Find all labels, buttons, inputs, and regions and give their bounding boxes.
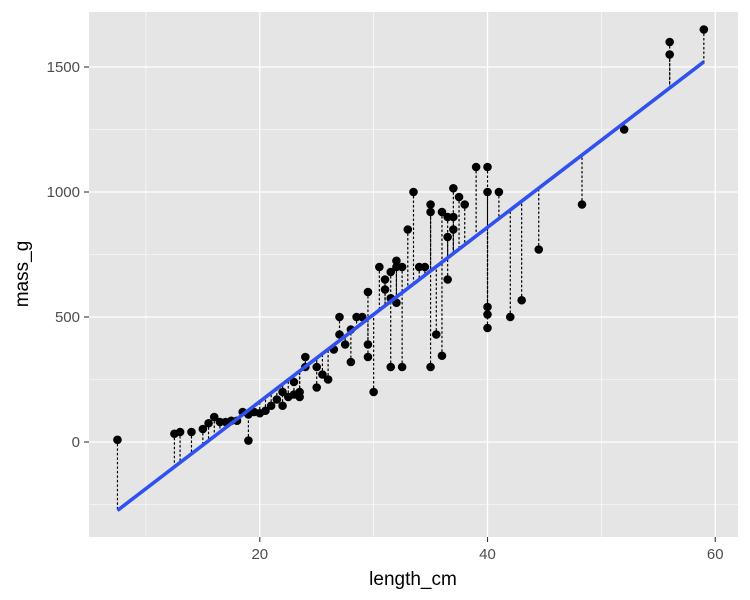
- data-point: [301, 352, 310, 362]
- data-point: [443, 275, 452, 284]
- data-point: [665, 50, 674, 59]
- data-point: [375, 262, 384, 272]
- data-point: [420, 262, 430, 272]
- data-point: [426, 200, 435, 209]
- data-point: [272, 395, 282, 404]
- major-gridlines: [89, 12, 738, 537]
- data-point: [335, 312, 344, 322]
- data-point: [397, 262, 407, 272]
- data-point: [483, 302, 492, 312]
- data-point: [369, 387, 378, 397]
- data-point: [363, 287, 373, 297]
- data-point: [380, 275, 390, 284]
- data-point: [449, 212, 458, 222]
- data-point: [204, 418, 213, 428]
- data-point: [261, 406, 270, 416]
- data-point: [295, 387, 304, 397]
- data-point: [187, 427, 196, 437]
- data-point: [312, 383, 322, 392]
- data-point: [449, 183, 458, 193]
- data-point: [409, 187, 418, 197]
- data-point: [483, 310, 492, 319]
- data-point: [363, 352, 373, 362]
- data-point: [397, 362, 407, 372]
- data-point: [699, 25, 709, 34]
- data-point: [426, 362, 435, 372]
- data-point: [278, 401, 287, 411]
- data-point: [323, 375, 333, 384]
- data-point: [437, 351, 447, 361]
- data-point: [318, 370, 327, 379]
- data-point: [175, 427, 185, 437]
- data-point: [483, 187, 492, 197]
- data-point: [483, 162, 492, 172]
- data-point: [346, 357, 356, 367]
- y-tick-label: 0: [72, 434, 80, 451]
- data-point: [363, 340, 373, 349]
- y-tick-label: 1500: [47, 59, 80, 76]
- data-point: [443, 232, 452, 242]
- data-point: [380, 285, 390, 294]
- data-point: [278, 387, 287, 397]
- data-point: [517, 295, 526, 305]
- data-point: [209, 412, 219, 422]
- x-tick-label: 20: [251, 546, 268, 563]
- data-point: [426, 207, 435, 217]
- x-axis: 20 40 60: [251, 537, 724, 563]
- y-axis-title: mass_g: [12, 241, 33, 308]
- data-point: [454, 192, 464, 202]
- x-tick-label: 60: [707, 546, 724, 563]
- regression-line: [116, 60, 705, 512]
- data-point: [505, 312, 515, 322]
- data-point: [534, 245, 544, 254]
- x-tick-label: 40: [479, 546, 496, 563]
- data-point: [577, 200, 587, 209]
- data-point: [340, 340, 350, 349]
- data-point: [449, 225, 458, 234]
- data-point: [460, 200, 470, 209]
- data-point: [403, 225, 413, 234]
- data-point: [494, 187, 504, 197]
- data-point: [113, 435, 122, 445]
- data-point: [289, 377, 299, 387]
- data-point: [619, 125, 629, 134]
- data-point: [665, 37, 674, 47]
- data-point: [266, 401, 276, 411]
- data-point: [244, 436, 253, 445]
- data-point: [392, 256, 401, 266]
- data-points: [113, 25, 709, 445]
- data-point: [386, 362, 396, 372]
- y-tick-label: 500: [55, 309, 80, 326]
- y-axis: 0 500 1000 1500: [47, 59, 89, 451]
- data-point: [335, 330, 344, 339]
- data-point: [437, 207, 447, 217]
- x-axis-title: length_cm: [369, 569, 457, 590]
- data-point: [471, 162, 481, 172]
- data-point: [386, 267, 396, 277]
- data-point: [198, 424, 208, 434]
- y-tick-label: 1000: [47, 184, 80, 201]
- data-point: [483, 323, 492, 333]
- data-point: [312, 362, 322, 372]
- regression-line-group: [116, 60, 705, 512]
- data-point: [357, 312, 367, 322]
- data-point: [431, 330, 441, 339]
